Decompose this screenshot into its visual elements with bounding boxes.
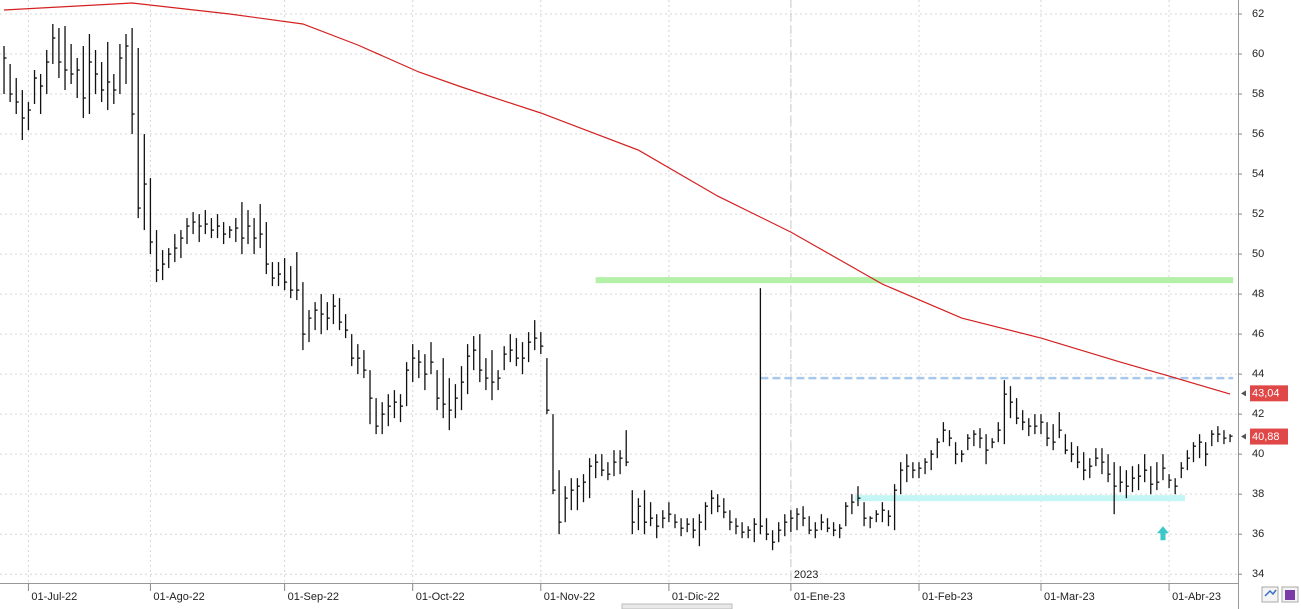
price-label-box [1250, 385, 1288, 402]
y-tick-label: 40 [1252, 448, 1264, 460]
year-label: 2023 [794, 569, 818, 581]
y-tick-label: 50 [1252, 248, 1264, 260]
y-tick-label: 60 [1252, 48, 1264, 60]
price-pointer [1241, 390, 1246, 397]
y-tick-label: 56 [1252, 128, 1264, 140]
price-label: 43,04 [1252, 388, 1280, 400]
y-tick-label: 44 [1252, 368, 1264, 380]
x-tick-label: 01-Oct-22 [416, 591, 465, 603]
zoom-button[interactable] [1261, 586, 1279, 603]
y-tick-label: 42 [1252, 408, 1264, 420]
x-tick-label: 01-Nov-22 [544, 591, 595, 603]
y-tick-label: 34 [1252, 568, 1264, 580]
toolbar-icons [1261, 586, 1299, 603]
x-tick-label: 01-Ene-23 [794, 591, 845, 603]
zoom-icon [1264, 589, 1277, 597]
price-pointer [1241, 433, 1246, 440]
x-tick-label: 01-Sep-22 [288, 591, 339, 603]
x-tick-label: 01-Feb-23 [922, 591, 973, 603]
y-tick-label: 62 [1252, 8, 1264, 20]
x-tick-label: 01-Dic-22 [672, 591, 720, 603]
x-tick-label: 01-Jul-22 [31, 591, 77, 603]
moving-average [3, 2, 1231, 395]
y-tick-label: 54 [1252, 168, 1264, 180]
x-tick-label: 01-Mar-23 [1044, 591, 1095, 603]
y-tick-label: 38 [1252, 488, 1264, 500]
y-tick-label: 46 [1252, 328, 1264, 340]
scrollbar[interactable] [621, 603, 733, 609]
x-tick-label: 01-Ago-22 [153, 591, 204, 603]
signal-arrow [1156, 526, 1169, 541]
y-tick-label: 48 [1252, 288, 1264, 300]
price-label-box [1250, 428, 1288, 445]
y-tick-label: 36 [1252, 528, 1264, 540]
save-icon [1285, 590, 1295, 600]
x-tick-label: 01-Abr-23 [1172, 591, 1221, 603]
price-label: 40,88 [1252, 431, 1280, 443]
y-tick-label: 52 [1252, 208, 1264, 220]
y-tick-label: 58 [1252, 88, 1264, 100]
